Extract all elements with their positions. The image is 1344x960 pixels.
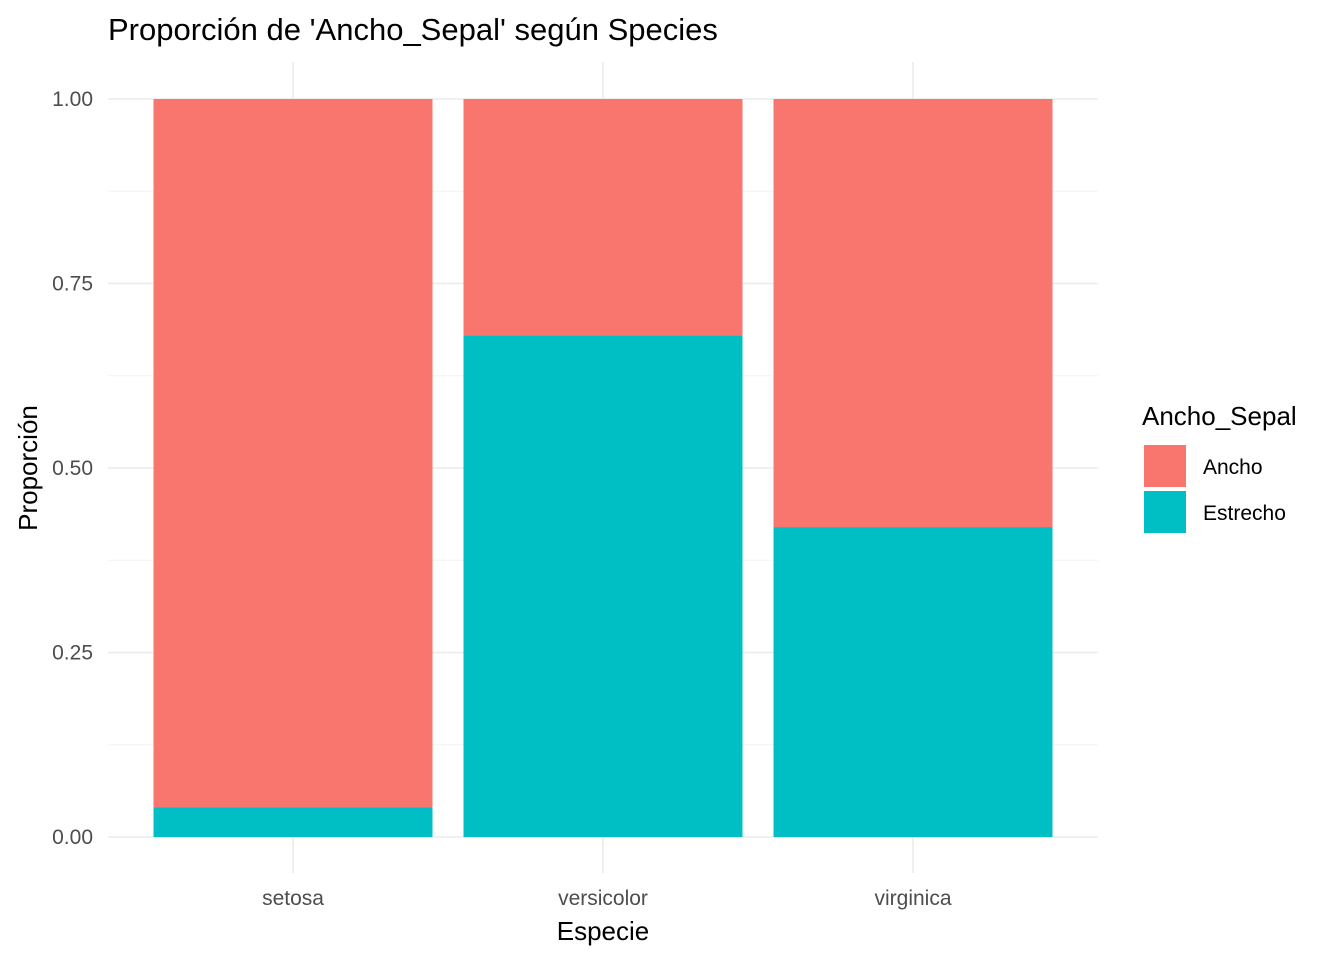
y-tick-label: 0.00: [52, 826, 93, 849]
y-tick-label: 0.75: [52, 273, 93, 296]
x-tick-label: versicolor: [558, 887, 648, 910]
legend-label-ancho: Ancho: [1203, 456, 1263, 479]
legend-key-estrecho: [1144, 491, 1186, 533]
y-axis-title: Proporción: [13, 405, 43, 531]
bars: [153, 99, 1053, 837]
x-axis-ticks: setosa versicolor virginica: [262, 887, 952, 910]
bar-setosa-ancho: [153, 99, 433, 808]
y-axis-ticks: 0.00 0.25 0.50 0.75 1.00: [52, 88, 93, 849]
x-tick-label: virginica: [874, 887, 951, 910]
legend-key-ancho: [1144, 445, 1186, 487]
bar-virginica-estrecho: [773, 527, 1053, 837]
bar-virginica-ancho: [773, 99, 1053, 528]
x-axis-title: Especie: [557, 916, 650, 946]
legend-items: Ancho Estrecho: [1144, 445, 1286, 533]
bar-setosa-estrecho: [153, 807, 433, 837]
legend-label-estrecho: Estrecho: [1203, 502, 1286, 525]
y-tick-label: 0.25: [52, 642, 93, 665]
y-tick-label: 0.50: [52, 457, 93, 480]
y-tick-label: 1.00: [52, 88, 93, 111]
legend-title: Ancho_Sepal: [1142, 401, 1297, 431]
legend: Ancho_Sepal Ancho Estrecho: [1142, 401, 1297, 533]
bar-versicolor-estrecho: [463, 335, 743, 837]
x-tick-label: setosa: [262, 887, 324, 910]
bar-versicolor-ancho: [463, 99, 743, 336]
chart-title: Proporción de 'Ancho_Sepal' según Specie…: [108, 12, 718, 47]
